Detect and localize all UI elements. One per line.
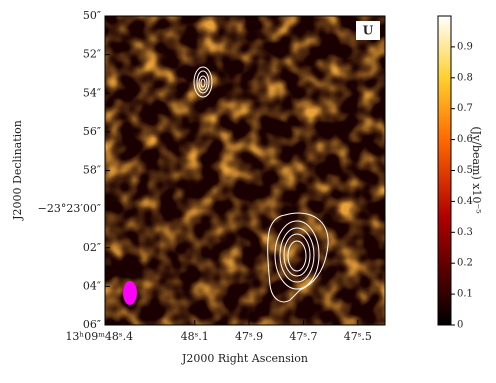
- image: U: [105, 16, 385, 325]
- contours: [193, 66, 329, 303]
- y-tick-label: 06″: [83, 318, 101, 331]
- colorbar-tick-label: 0.7: [457, 103, 473, 114]
- colorbar-tick-label: 0.2: [457, 258, 473, 269]
- y-axis-title: J2000 Declination: [11, 120, 24, 221]
- beam: [123, 281, 137, 305]
- y-tick-label: 54″: [83, 86, 101, 99]
- y-tick-label: 50″: [83, 9, 101, 22]
- x-tick-label: 13ʰ09ᵐ48ˢ.4: [65, 330, 133, 343]
- emission-map: [105, 16, 385, 325]
- colorbar-tick-label: 0.6: [457, 134, 473, 145]
- colorbar-tick-label: 0.5: [457, 165, 473, 176]
- y-tick-label: 02″: [83, 241, 101, 254]
- colorbar-tick-label: 0.8: [457, 72, 473, 83]
- x-tick-label: 47ˢ.7: [289, 330, 317, 343]
- panel-label: U: [363, 24, 374, 38]
- panel-label-box: [356, 21, 380, 40]
- colorbar: [437, 15, 452, 326]
- colorbar-tick-label: 0.1: [457, 289, 473, 300]
- y-tick-label: 58″: [83, 164, 101, 177]
- x-axis-title: J2000 Right Ascension: [181, 352, 308, 365]
- x-tick-label: 48ˢ.1: [181, 330, 209, 343]
- colorbar-tick-label: 0.9: [457, 41, 473, 52]
- colorbar-title: (Jy/beam) x10⁻⁵: [470, 126, 483, 213]
- colorbar-tick-label: 0: [457, 320, 463, 331]
- colorbar-tick-label: 0.3: [457, 227, 473, 238]
- y-tick-label: −23°23′00″: [38, 202, 101, 215]
- y-tick-label: 56″: [83, 125, 101, 138]
- colorbar-tick-label: 0.4: [457, 196, 473, 207]
- x-tick-label: 47ˢ.5: [344, 330, 372, 343]
- y-tick-label: 52″: [83, 48, 101, 61]
- y-tick-label: 04″: [83, 279, 101, 292]
- x-tick-label: 47ˢ.9: [235, 330, 263, 343]
